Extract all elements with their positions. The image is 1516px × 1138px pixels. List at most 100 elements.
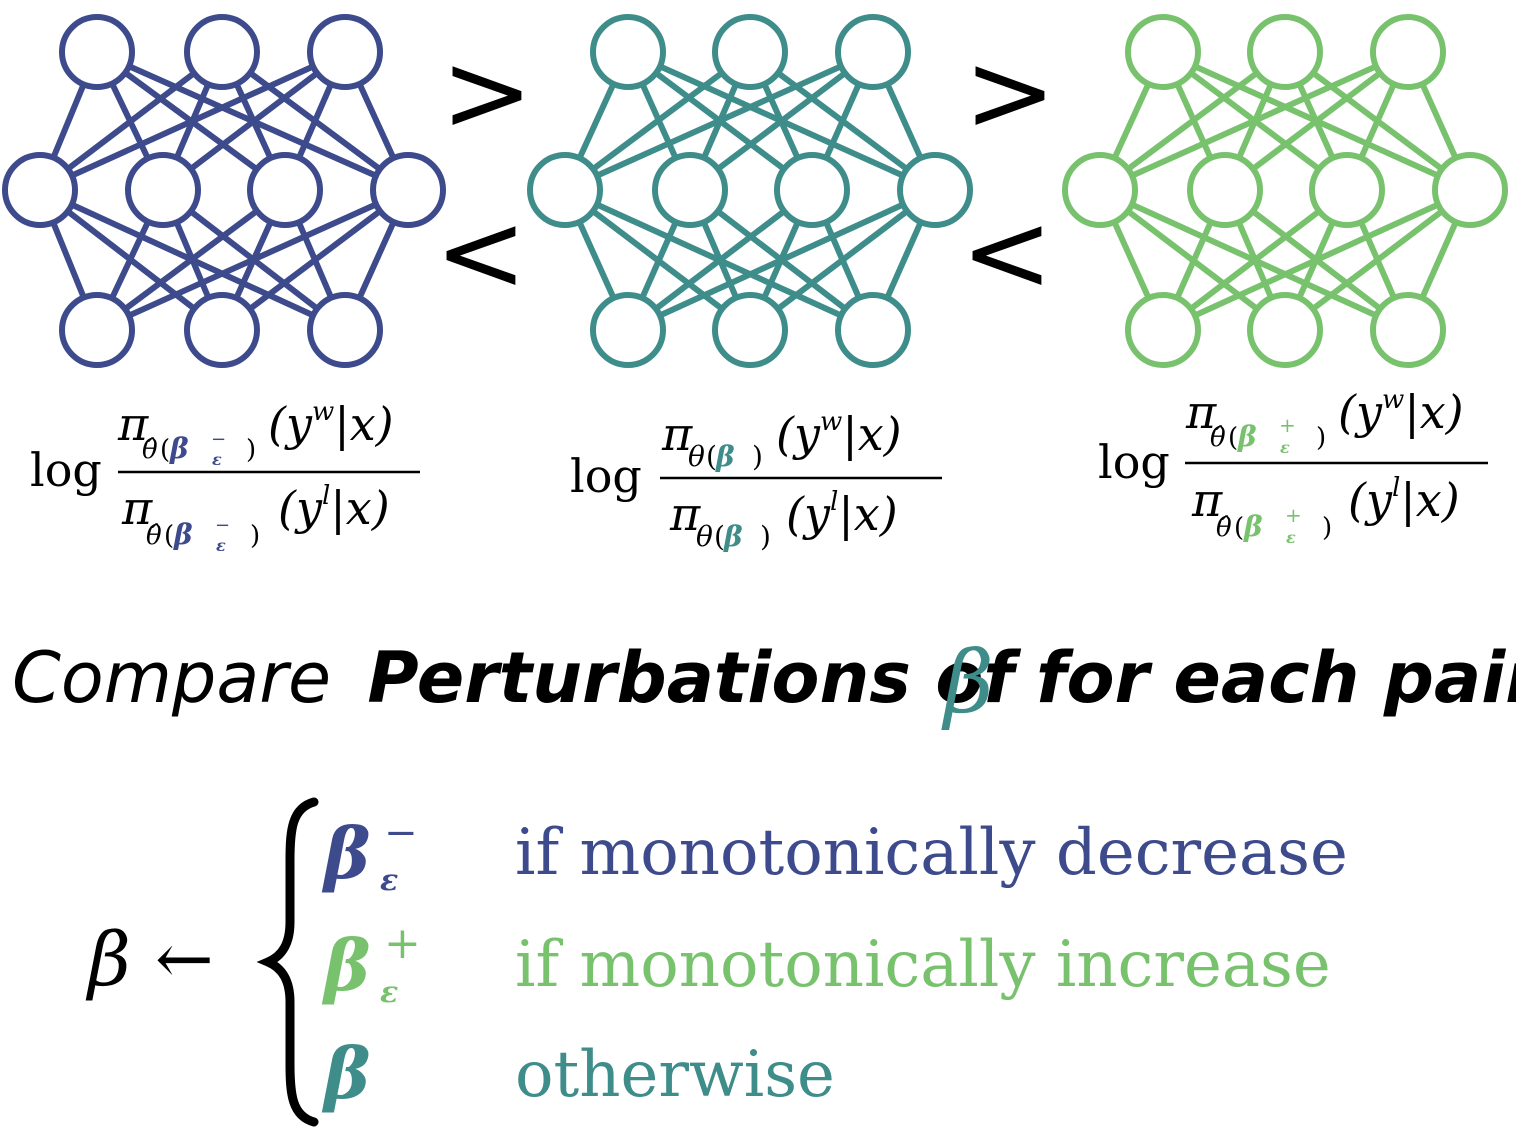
svg-text:β: β (321, 1032, 370, 1115)
network-node (527, 152, 603, 228)
network-node (59, 14, 135, 90)
svg-text:−: − (384, 810, 418, 856)
network-node (897, 152, 973, 228)
network-connection (1161, 187, 1349, 333)
title-text: Compare Perturbations of (12, 637, 1021, 719)
greater-than-symbol-2: > (964, 28, 1056, 156)
network-connection (748, 187, 937, 333)
svg-text:if monotonically decrease: if monotonically decrease (515, 816, 1348, 890)
svg-text:−: − (211, 429, 226, 450)
svg-text:θ̂: θ̂ (142, 435, 158, 465)
neural-network-left (2, 14, 446, 368)
network-node (590, 292, 666, 368)
network-node (370, 152, 446, 228)
title-word-pair: for each pair (1036, 637, 1516, 719)
update-rule: β ← β − ε if monotonically decrease β + … (85, 797, 1348, 1127)
svg-text:(yw|x): (yw|x) (1338, 385, 1464, 439)
network-connection (1223, 49, 1410, 193)
network-connection (38, 49, 347, 193)
title-beta: β (941, 633, 994, 733)
svg-text:ε: ε (216, 536, 226, 555)
title-word-perturbations: Perturbations of (367, 637, 1021, 719)
svg-text:(: ( (164, 521, 174, 551)
greater-than-symbol-1: > (441, 28, 533, 156)
svg-text:(: ( (1228, 423, 1238, 453)
svg-text:π: π (1185, 385, 1217, 439)
log-ratio-right: log π θ̂ ( β + ε ) (yw|x) π θ̂ ( β + ε )… (1098, 385, 1488, 547)
svg-text:otherwise: otherwise (515, 1038, 835, 1112)
network-node (1125, 292, 1201, 368)
svg-text:β: β (715, 440, 735, 473)
network-node (184, 292, 260, 368)
svg-text:): ) (1316, 423, 1326, 453)
title-word-compare: Compare (12, 637, 331, 719)
network-connection (626, 187, 814, 333)
rule-case-decrease: β − ε if monotonically decrease (321, 810, 1348, 898)
network-node (590, 14, 666, 90)
svg-text:π: π (117, 397, 149, 451)
svg-text:+: + (384, 918, 421, 969)
svg-text:β: β (1243, 510, 1263, 543)
network-connection (1283, 187, 1472, 333)
network-node (1187, 152, 1263, 228)
svg-text:β: β (321, 812, 370, 895)
rule-lhs-beta: β (85, 917, 131, 1003)
svg-text:(: ( (706, 440, 717, 473)
svg-text:): ) (1322, 513, 1332, 543)
svg-text:θ: θ (688, 440, 705, 473)
less-than-symbol-2: < (961, 188, 1053, 316)
rule-arrow: ← (155, 918, 214, 1000)
svg-text:): ) (246, 435, 256, 465)
svg-text:θ: θ (696, 520, 713, 553)
network-connection (220, 187, 410, 333)
rule-case-increase: β + ε if monotonically increase (321, 918, 1331, 1010)
rule-case-otherwise: β otherwise (321, 1032, 835, 1115)
svg-text:(yw|x): (yw|x) (776, 407, 902, 461)
svg-text:): ) (760, 520, 771, 553)
neural-network-right (1062, 14, 1508, 368)
network-node (1125, 14, 1201, 90)
network-node (1370, 292, 1446, 368)
network-connection (95, 187, 410, 333)
less-than-symbol-1: < (435, 188, 527, 316)
svg-text:ε: ε (1280, 438, 1290, 457)
log-ratio-middle: log π θ ( β ) (yw|x) π θ ( β ) (yl|x) (570, 407, 942, 553)
svg-text:ε: ε (380, 863, 398, 898)
log-label: log (1098, 435, 1170, 489)
rule-brace (256, 797, 319, 1127)
neural-network-middle (527, 14, 973, 368)
network-connection (626, 187, 937, 333)
network-node (307, 14, 383, 90)
network-node (712, 14, 788, 90)
network-node (307, 292, 383, 368)
network-connection (161, 49, 347, 193)
svg-text:ε: ε (212, 450, 222, 469)
svg-text:(: ( (1234, 513, 1244, 543)
network-node (2, 152, 78, 228)
network-node (1432, 152, 1508, 228)
svg-text:−: − (215, 515, 230, 536)
network-node (835, 292, 911, 368)
svg-text:β: β (1237, 420, 1257, 453)
log-label: log (570, 449, 642, 503)
svg-text:): ) (250, 521, 260, 551)
svg-text:π: π (669, 487, 701, 541)
svg-text:π: π (661, 407, 693, 461)
svg-text:θ̂: θ̂ (146, 521, 162, 551)
network-node (652, 152, 728, 228)
svg-text:+: + (1285, 503, 1302, 527)
svg-text:β: β (723, 520, 743, 553)
network-connection (688, 49, 875, 193)
svg-text:(yw|x): (yw|x) (268, 397, 394, 451)
network-connection (563, 49, 752, 193)
svg-text:π: π (121, 481, 153, 535)
network-node (774, 152, 850, 228)
network-connection (95, 187, 287, 333)
network-connection (563, 49, 875, 193)
svg-text:β: β (169, 432, 189, 465)
network-node (1247, 14, 1323, 90)
network-connection (1161, 187, 1472, 333)
network-node (59, 292, 135, 368)
svg-text:+: + (1279, 413, 1296, 437)
